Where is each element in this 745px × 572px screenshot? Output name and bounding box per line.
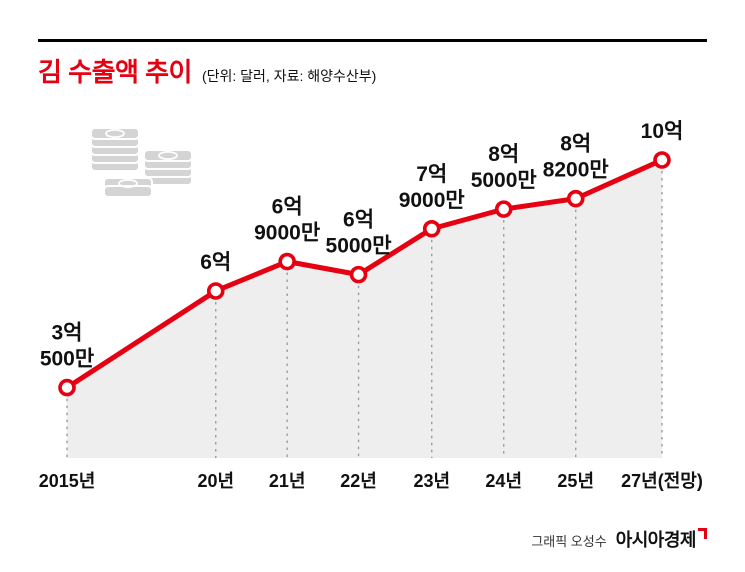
x-axis-label: 24년 bbox=[485, 471, 522, 491]
chart-header: 김 수출액 추이 (단위: 달러, 자료: 해양수산부) bbox=[38, 52, 376, 89]
point-label: 5000만 bbox=[471, 169, 537, 192]
point-label: 3억 bbox=[52, 322, 83, 345]
data-point-marker bbox=[653, 151, 671, 169]
point-label: 8억 bbox=[560, 133, 591, 156]
x-axis-label: 20년 bbox=[197, 471, 234, 491]
x-axis-label: 23년 bbox=[413, 471, 450, 491]
brand-text: 아시아경제 bbox=[615, 530, 697, 550]
chart-title: 김 수출액 추이 bbox=[38, 57, 192, 87]
point-label: 9000만 bbox=[254, 222, 320, 245]
point-label: 5000만 bbox=[326, 235, 392, 258]
top-rule bbox=[38, 39, 707, 42]
point-label: 10억 bbox=[641, 120, 684, 143]
point-label: 9000만 bbox=[399, 189, 465, 212]
area-fill bbox=[67, 160, 662, 458]
point-label: 6억 bbox=[200, 251, 231, 274]
credit-line: 그래픽 오성수 아시아경제 bbox=[531, 526, 707, 552]
data-point-marker bbox=[58, 378, 76, 397]
data-point-marker bbox=[494, 200, 513, 218]
brand-logo: 아시아경제 bbox=[616, 526, 707, 552]
point-label: 8200만 bbox=[543, 159, 609, 182]
brand-mark-icon bbox=[698, 528, 707, 539]
data-point-marker bbox=[422, 219, 441, 238]
data-point-marker bbox=[349, 265, 368, 284]
point-label: 6억 bbox=[272, 196, 303, 219]
point-label: 500만 bbox=[40, 348, 94, 371]
x-axis-label: 21년 bbox=[269, 471, 306, 491]
graphic-credit: 그래픽 오성수 bbox=[531, 534, 607, 549]
data-point-marker bbox=[278, 252, 296, 271]
point-label: 6억 bbox=[343, 209, 374, 232]
chart-subtitle: (단위: 달러, 자료: 해양수산부) bbox=[201, 68, 377, 84]
point-label: 7억 bbox=[416, 163, 447, 186]
point-label: 8억 bbox=[488, 143, 519, 166]
data-point-marker bbox=[566, 189, 585, 208]
x-axis-label: 27년(전망) bbox=[621, 471, 703, 491]
x-axis-label: 25년 bbox=[557, 471, 594, 491]
data-point-marker bbox=[206, 282, 225, 300]
money-stack-icon bbox=[90, 127, 193, 198]
trend-line bbox=[64, 157, 665, 391]
x-axis-label: 22년 bbox=[340, 471, 377, 491]
x-axis-label: 2015년 bbox=[39, 471, 96, 491]
